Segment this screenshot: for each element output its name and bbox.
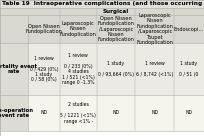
Text: Open Nissen
Fundoplication: Open Nissen Fundoplication — [26, 24, 62, 34]
Bar — [0, 95, 28, 131]
Bar — [174, 15, 204, 43]
Text: ND: ND — [112, 110, 120, 115]
Bar — [135, 15, 174, 43]
Text: 2 studies

5 / 1221 (<1%)
range <1% -: 2 studies 5 / 1221 (<1%) range <1% - — [60, 102, 96, 124]
Text: Table 19  Intraoperative complications (and those occurring within 30 days) for : Table 19 Intraoperative complications (a… — [2, 1, 204, 7]
Text: 1 review

6 / 8,742 (<1%): 1 review 6 / 8,742 (<1%) — [136, 61, 173, 77]
Bar — [0, 0, 204, 8]
Text: 1 review

0 / 429 (0%)
1 study
0 / 58 (0%): 1 review 0 / 429 (0%) 1 study 0 / 58 (0%… — [30, 56, 58, 82]
Bar — [0, 43, 28, 95]
Text: Endoscopi...: Endoscopi... — [174, 27, 204, 32]
Text: 1 review

0 / 233 (0%)
4 studies
1 / 521 (<1%)
range 0 -1.3%: 1 review 0 / 233 (0%) 4 studies 1 / 521 … — [62, 53, 95, 85]
Text: ND: ND — [185, 110, 193, 115]
Bar — [0, 15, 28, 43]
Bar — [0, 95, 204, 131]
Bar — [0, 8, 28, 15]
Text: ND: ND — [151, 110, 158, 115]
Bar — [60, 15, 97, 43]
Bar — [28, 15, 60, 43]
Text: 1 study

0 / 93,664 (0%): 1 study 0 / 93,664 (0%) — [98, 61, 134, 77]
Text: Re-operation
event rate: Re-operation event rate — [0, 108, 33, 118]
Text: Laparoscopic
Nissen
Fundoplication: Laparoscopic Nissen Fundoplication — [60, 21, 97, 37]
Bar — [97, 15, 135, 43]
Text: Mortality event
rate: Mortality event rate — [0, 64, 37, 74]
Bar — [28, 8, 204, 15]
Text: Open Nissen
Fundoplication
/Laparoscopic
Nissen
Fundoplication: Open Nissen Fundoplication /Laparoscopic… — [98, 16, 134, 42]
Text: ND: ND — [40, 110, 47, 115]
Text: 1 study

0 / 51 (0: 1 study 0 / 51 (0 — [179, 61, 199, 77]
Bar — [0, 43, 204, 95]
Text: Laparoscopic
Nissen
Fundoplication
/Laparoscopic
Toupet
Fundoplication: Laparoscopic Nissen Fundoplication /Lapa… — [136, 13, 173, 45]
Text: Surgical: Surgical — [103, 9, 129, 14]
